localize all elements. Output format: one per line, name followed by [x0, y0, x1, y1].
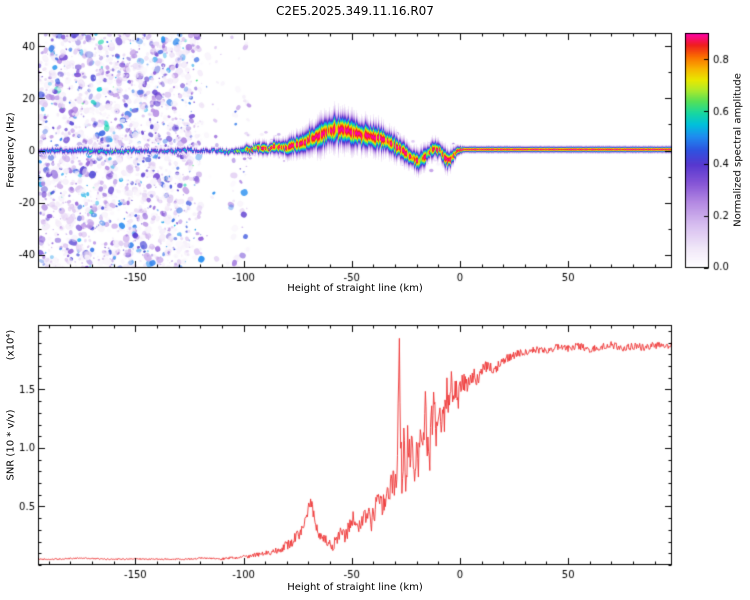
- spectrogram-heatmap: [38, 33, 672, 268]
- spectrogram-y-axis-label: Frequency (Hz): [5, 112, 17, 188]
- snr-y-scale-label: (x10⁴): [5, 329, 17, 361]
- snr-y-axis-label: SNR (10 * v/v): [5, 409, 17, 481]
- colorbar: [685, 33, 709, 268]
- snr-x-axis-label: Height of straight line (km): [287, 582, 423, 593]
- colorbar-label: Normalized spectral amplitude: [732, 73, 744, 227]
- snr-line-plot: [38, 325, 672, 565]
- spectrogram-x-axis-label: Height of straight line (km): [287, 283, 423, 294]
- figure-title: C2E5.2025.349.11.16.R07: [276, 4, 434, 18]
